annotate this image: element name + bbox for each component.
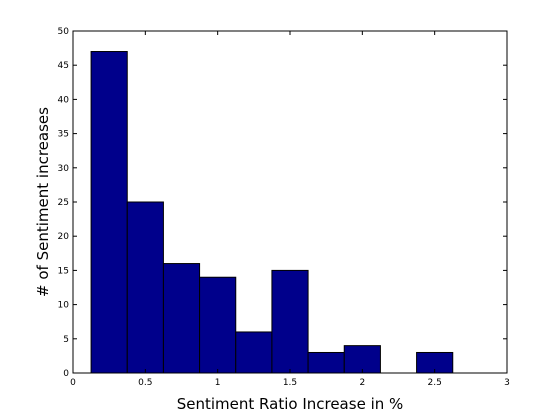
x-tick-label-2: 1 (215, 378, 221, 388)
histogram-bar-3 (199, 276, 237, 374)
y-tick-label-2: 10 (58, 301, 70, 311)
x-tick-label-0: 0 (70, 378, 76, 388)
y-tick-label-7: 35 (58, 130, 69, 140)
histogram-bar-5 (271, 269, 309, 374)
y-tick-label-10: 50 (58, 27, 70, 37)
y-tick-label-8: 40 (58, 95, 70, 105)
x-axis-label: Sentiment Ratio Increase in % (177, 395, 404, 413)
y-tick-label-9: 45 (58, 61, 69, 71)
histogram-bar-2 (162, 263, 201, 374)
x-tick-label-4: 2 (359, 378, 365, 388)
y-tick-label-0: 0 (63, 369, 69, 379)
histogram-bars (90, 51, 454, 374)
y-axis-label: # of Sentiment increases (34, 107, 52, 297)
y-tick-label-5: 25 (58, 198, 69, 208)
y-tick-label-4: 20 (58, 232, 70, 242)
x-tick-label-3: 1.5 (283, 378, 297, 388)
y-tick-label-3: 15 (58, 266, 69, 276)
histogram-bar-6 (307, 351, 345, 374)
x-tick-label-5: 2.5 (428, 378, 442, 388)
x-tick-label-6: 3 (504, 378, 510, 388)
x-tick-label-1: 0.5 (138, 378, 152, 388)
histogram-bar-1 (126, 201, 164, 374)
y-tick-label-6: 30 (58, 164, 70, 174)
histogram-bar-7 (343, 345, 381, 374)
axis-ticks (72, 30, 508, 374)
histogram-bar-4 (235, 331, 273, 374)
y-tick-label-1: 5 (63, 335, 69, 345)
histogram-bar-0 (90, 51, 128, 374)
